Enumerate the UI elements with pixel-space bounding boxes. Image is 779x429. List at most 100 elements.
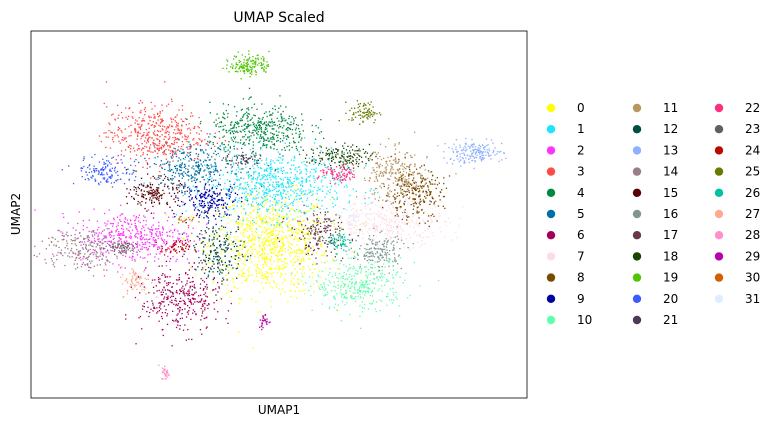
scatter-point (236, 205, 238, 207)
scatter-point (336, 197, 338, 199)
scatter-point (165, 132, 167, 134)
scatter-point (401, 163, 403, 165)
scatter-point (176, 283, 178, 285)
scatter-point (173, 182, 175, 185)
scatter-point (238, 240, 240, 242)
scatter-point (254, 130, 257, 132)
scatter-point (387, 199, 389, 202)
scatter-point (375, 228, 378, 231)
scatter-point (212, 184, 214, 186)
scatter-point (224, 264, 226, 266)
scatter-point (297, 281, 299, 283)
scatter-point (175, 152, 177, 154)
scatter-point (375, 228, 377, 231)
scatter-point (119, 127, 121, 130)
scatter-point (376, 276, 378, 278)
scatter-point (352, 218, 355, 220)
scatter-point (197, 191, 199, 193)
scatter-point (157, 116, 160, 118)
scatter-point (218, 131, 220, 133)
scatter-point (260, 148, 262, 150)
scatter-point (350, 228, 353, 230)
scatter-point (412, 192, 414, 194)
scatter-point (189, 301, 192, 303)
scatter-point (386, 199, 388, 202)
scatter-point (434, 179, 436, 182)
scatter-point (305, 168, 308, 171)
scatter-point (338, 273, 341, 275)
scatter-point (110, 231, 112, 234)
scatter-point (151, 233, 153, 236)
scatter-point (245, 212, 247, 214)
scatter-point (244, 123, 247, 125)
scatter-point (320, 245, 322, 247)
scatter-point (296, 177, 298, 179)
scatter-point (279, 224, 281, 226)
scatter-point (150, 124, 152, 127)
scatter-point (191, 176, 193, 178)
scatter-point (159, 234, 161, 237)
scatter-point (201, 165, 203, 167)
scatter-point (233, 124, 235, 127)
scatter-point (274, 108, 276, 111)
scatter-point (359, 305, 361, 307)
scatter-point (353, 203, 355, 205)
scatter-point (129, 157, 132, 160)
scatter-point (394, 145, 396, 147)
scatter-point (396, 207, 398, 209)
scatter-point (375, 225, 377, 227)
scatter-point (411, 172, 413, 174)
scatter-point (408, 166, 410, 168)
scatter-point (82, 229, 84, 231)
scatter-point (256, 275, 258, 277)
scatter-point (297, 279, 300, 281)
scatter-point (217, 171, 219, 173)
scatter-point (109, 234, 111, 236)
scatter-point (407, 203, 409, 206)
scatter-point (135, 227, 137, 229)
scatter-point (200, 202, 202, 205)
scatter-point (227, 188, 229, 191)
scatter-point (139, 126, 141, 128)
scatter-point (264, 144, 266, 147)
scatter-point (223, 117, 225, 119)
scatter-point (381, 272, 383, 274)
scatter-point (290, 208, 292, 210)
scatter-point (280, 183, 282, 185)
scatter-point (369, 272, 371, 274)
scatter-point (239, 130, 241, 132)
scatter-point (273, 186, 275, 188)
scatter-point (314, 138, 317, 140)
scatter-point (163, 145, 165, 147)
scatter-point (172, 160, 174, 162)
scatter-point (265, 121, 267, 123)
scatter-point (145, 142, 148, 144)
scatter-point (373, 217, 375, 219)
scatter-point (389, 235, 391, 237)
scatter-point (233, 148, 235, 150)
scatter-point (266, 195, 268, 197)
scatter-point (226, 197, 228, 199)
scatter-point (251, 274, 253, 276)
scatter-point (167, 295, 169, 297)
scatter-point (312, 252, 314, 254)
scatter-point (301, 290, 303, 292)
scatter-point (326, 167, 328, 169)
scatter-point (363, 223, 365, 225)
scatter-point (299, 190, 301, 192)
scatter-point (264, 242, 266, 244)
scatter-point (242, 115, 244, 117)
scatter-point (211, 156, 213, 158)
scatter-point (270, 179, 272, 181)
scatter-point (156, 148, 158, 150)
scatter-point (275, 246, 277, 248)
scatter-point (409, 247, 411, 249)
scatter-point (257, 235, 259, 237)
scatter-point (167, 145, 169, 147)
scatter-point (302, 231, 305, 233)
scatter-point (208, 159, 210, 161)
scatter-point (172, 171, 175, 174)
scatter-point (251, 246, 253, 248)
scatter-point (419, 234, 421, 236)
scatter-point (200, 241, 202, 243)
